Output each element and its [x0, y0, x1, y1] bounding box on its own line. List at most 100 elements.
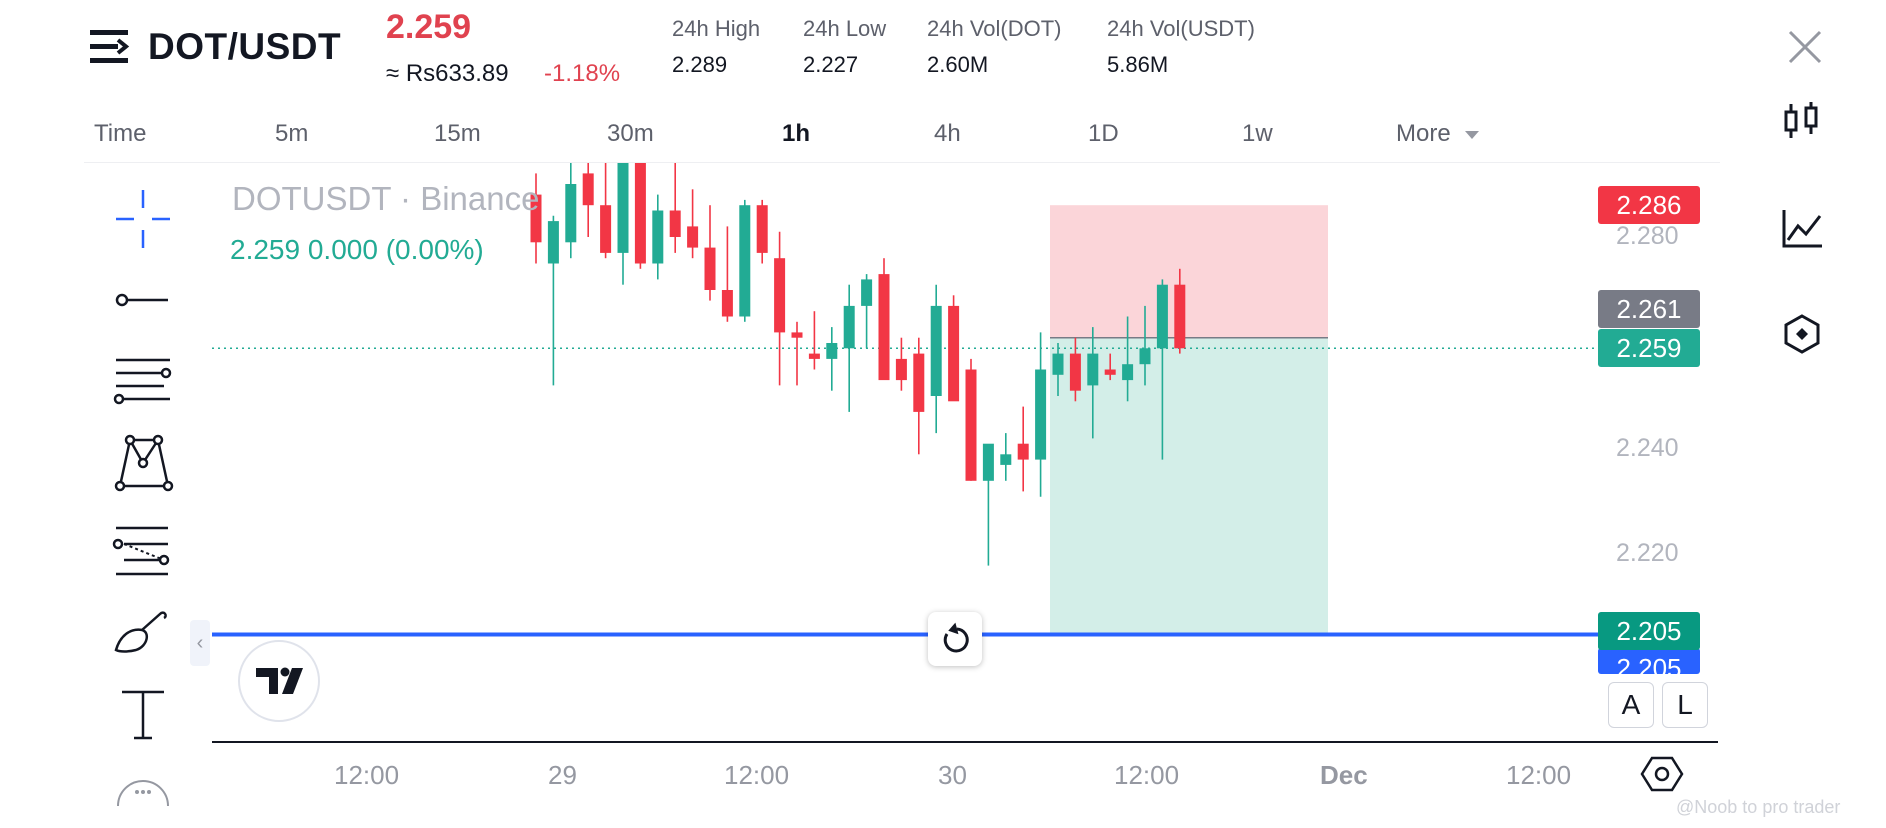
candle — [634, 162, 646, 269]
tab-more[interactable]: More — [1396, 120, 1481, 148]
candle — [669, 162, 681, 253]
price-axis-label: 2.240 — [1616, 434, 1679, 462]
trend-line-icon[interactable] — [108, 264, 178, 334]
candle — [930, 284, 942, 434]
long-position-tool[interactable] — [1050, 205, 1328, 635]
candle — [1035, 332, 1047, 497]
fib-retracement-icon[interactable] — [108, 346, 178, 416]
candle — [791, 321, 803, 386]
text-icon[interactable] — [108, 678, 178, 748]
candle — [756, 199, 768, 264]
collapse-toolbar-handle[interactable]: ‹ — [190, 620, 210, 666]
stat-label-24h-low: 24h Low — [803, 16, 887, 41]
indicators-icon[interactable] — [1778, 204, 1826, 252]
candle — [600, 162, 612, 259]
candle — [808, 311, 820, 370]
candle — [965, 358, 977, 481]
tab-4h[interactable]: 4h — [934, 120, 961, 147]
candlestick-icon[interactable] — [1778, 98, 1826, 146]
stop-loss-zone[interactable] — [1050, 205, 1328, 338]
candle — [1017, 406, 1029, 492]
candle — [878, 258, 890, 381]
stat-value-24h-vol-dot: 2.60M — [927, 52, 989, 77]
time-axis-label: 12:00 — [1506, 760, 1572, 790]
settings-icon[interactable] — [1638, 752, 1686, 796]
price-axis-label: 2.280 — [1616, 222, 1679, 250]
caret-down-icon — [1465, 131, 1480, 139]
candle — [1174, 268, 1186, 354]
stat-label-24h-vol-usdt: 24h Vol(USDT) — [1107, 16, 1255, 41]
target-price-tag: 2.205 — [1598, 612, 1700, 650]
brush-icon[interactable] — [108, 596, 178, 666]
candle — [861, 274, 873, 349]
candles-group — [530, 162, 1186, 566]
candle — [1139, 305, 1151, 386]
stat-value-24h-high: 2.289 — [672, 52, 728, 77]
candle — [895, 337, 907, 391]
time-axis-label: Dec — [1320, 760, 1368, 790]
time-axis-label: 12:00 — [334, 760, 400, 790]
take-profit-zone[interactable] — [1050, 337, 1328, 635]
time-axis-label: 30 — [938, 760, 967, 790]
auto-scale-button[interactable]: A — [1608, 682, 1654, 728]
candle — [687, 189, 699, 259]
menu-icon[interactable] — [90, 30, 130, 64]
candle — [1104, 353, 1116, 381]
close-icon[interactable] — [1784, 26, 1826, 68]
forecast-icon[interactable] — [108, 512, 178, 582]
template-icon[interactable] — [1778, 310, 1826, 358]
candle — [843, 284, 855, 412]
stat-label-24h-high: 24h High — [672, 16, 761, 41]
tradingview-logo — [238, 640, 320, 722]
stat-label-24h-vol-dot: 24h Vol(DOT) — [927, 16, 1062, 41]
chart-legend-values: 2.259 0.000 (0.00%) — [230, 234, 484, 265]
last-price-tag: 2.259 — [1598, 329, 1700, 367]
candle — [739, 199, 751, 322]
tab-30m[interactable]: 30m — [607, 120, 654, 147]
last-price: 2.259 — [386, 8, 472, 46]
candle — [547, 215, 559, 386]
candle — [1122, 316, 1134, 402]
candle — [1156, 279, 1168, 460]
xabcd-pattern-icon[interactable] — [108, 428, 178, 498]
tab-1d[interactable]: 1D — [1088, 120, 1119, 147]
tab-1h[interactable]: 1h — [782, 120, 811, 147]
price-change: -1.18% — [544, 60, 621, 87]
candle — [565, 162, 577, 259]
log-scale-button[interactable]: L — [1662, 682, 1708, 728]
stat-value-24h-vol-usdt: 5.86M — [1107, 52, 1169, 77]
tabs-divider — [84, 162, 1720, 163]
fiat-value: ≈ Rs633.89 — [386, 60, 509, 87]
line-price-tag: 2.205 — [1598, 648, 1700, 674]
tab-time[interactable]: Time — [94, 120, 147, 147]
candle — [913, 337, 925, 455]
candle — [1052, 343, 1064, 396]
more-tools-icon[interactable] — [108, 756, 178, 812]
crosshair-icon[interactable] — [108, 184, 178, 254]
candle — [617, 162, 629, 285]
tab-15m[interactable]: 15m — [434, 120, 481, 147]
candle — [530, 173, 542, 264]
chart-legend-title: DOTUSDT · Binance — [232, 180, 540, 217]
candle — [704, 205, 716, 301]
candle — [948, 295, 960, 402]
reset-icon[interactable] — [928, 612, 982, 666]
tab-5m[interactable]: 5m — [275, 120, 309, 147]
candle — [774, 231, 786, 386]
pair-title[interactable]: DOT/USDT — [148, 26, 342, 67]
stop-price-tag: 2.286 — [1598, 186, 1700, 224]
candle — [582, 162, 594, 237]
stat-value-24h-low: 2.227 — [803, 52, 859, 77]
candle — [1000, 433, 1012, 481]
candle — [721, 226, 733, 322]
watermark: @Noob to pro trader — [1676, 797, 1841, 817]
tab-1w[interactable]: 1w — [1242, 120, 1273, 147]
candle — [652, 194, 664, 280]
time-axis-label: 29 — [548, 760, 577, 790]
tab-more-label: More — [1396, 120, 1451, 147]
time-axis-label: 12:00 — [1114, 760, 1180, 790]
time-axis-label: 12:00 — [724, 760, 790, 790]
candle — [1069, 337, 1081, 402]
entry-price-tag: 2.261 — [1598, 290, 1700, 328]
